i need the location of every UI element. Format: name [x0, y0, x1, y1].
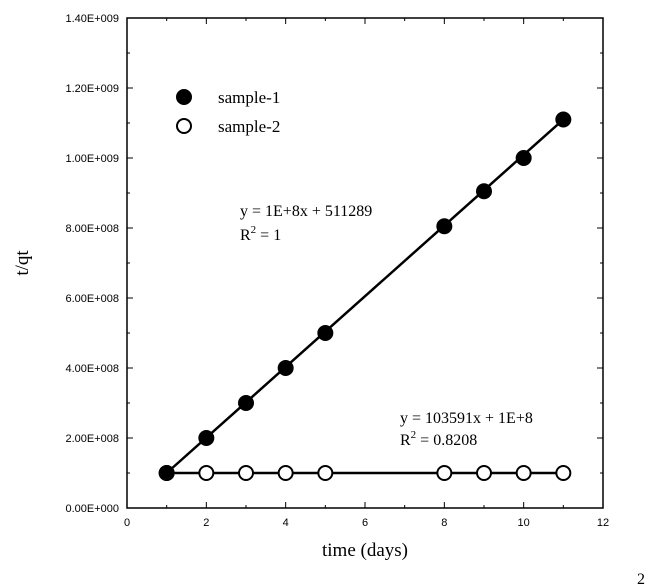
r-squared-sample-2: R2 = 0.8208 — [400, 429, 477, 449]
point-sample-1-7 — [515, 150, 532, 166]
equation-sample-1: y = 1E+8x + 511289 R2 = 1 — [240, 203, 372, 244]
y-tick-label-6: 1.20E+009 — [65, 83, 119, 95]
y-tick-label-1: 2.00E+008 — [65, 433, 119, 445]
point-sample-1-2 — [238, 395, 254, 411]
r-squared-sample-1-value: = 1 — [256, 227, 281, 244]
point-sample-1-3 — [277, 360, 294, 376]
y-axis-title: t/qt — [12, 250, 33, 276]
r-squared-sample-2-sup: 2 — [411, 429, 417, 441]
x-tick-label-1: 2 — [203, 517, 209, 529]
point-sample-2-8 — [555, 465, 572, 481]
r-squared-sample-1: R2 = 1 — [240, 224, 281, 244]
point-sample-1-5 — [436, 218, 453, 235]
r-squared-sample-2-value: = 0.8208 — [416, 432, 477, 449]
y-tick-label-7: 1.40E+009 — [65, 13, 119, 25]
point-sample-2-3 — [277, 465, 294, 481]
equation-text-sample-1: y = 1E+8x + 511289 — [240, 203, 372, 220]
x-tick-label-3: 6 — [362, 517, 368, 529]
legend-label-sample-1: sample-1 — [218, 88, 280, 107]
x-tick-label-5: 10 — [518, 517, 530, 529]
x-tick-label-2: 4 — [283, 517, 289, 529]
fit-line-sample-1 — [165, 118, 565, 474]
corner-label: 2 — [637, 571, 645, 586]
legend-label-sample-2: sample-2 — [218, 117, 280, 136]
point-sample-2-6 — [476, 465, 492, 481]
r-squared-sample-1-sup: 2 — [251, 224, 257, 236]
point-sample-1-6 — [476, 183, 492, 200]
y-tick-label-3: 6.00E+008 — [65, 293, 119, 305]
x-tick-label-4: 8 — [441, 517, 447, 529]
point-sample-1-1 — [198, 430, 215, 446]
y-tick-label-0: 0.00E+000 — [65, 503, 119, 515]
y-tick-label-2: 4.00E+008 — [65, 363, 119, 375]
point-sample-2-1 — [198, 465, 215, 481]
point-sample-2-5 — [436, 465, 453, 481]
y-tick-label-5: 1.00E+009 — [65, 153, 119, 165]
point-sample-1-8 — [555, 111, 572, 128]
legend: sample-1 sample-2 — [176, 88, 280, 136]
x-tick-label-0: 0 — [124, 517, 130, 529]
equation-sample-2: y = 103591x + 1E+8 R2 = 0.8208 — [400, 410, 533, 449]
fit-lines — [165, 118, 565, 475]
y-tick-label-4: 8.00E+008 — [65, 223, 119, 235]
x-axis-title: time (days) — [322, 540, 408, 561]
legend-marker-sample-1 — [176, 89, 192, 105]
axis-ticks: 0 2 4 6 8 10 12 0.00E+000 2.00E+008 4.00E+008 6.00… — [65, 13, 609, 529]
x-tick-label-6: 12 — [597, 517, 609, 529]
point-sample-1-4 — [317, 325, 334, 341]
r-squared-sample-1-prefix: R — [240, 227, 251, 244]
r-squared-sample-2-prefix: R — [400, 432, 411, 449]
plot-frame — [126, 17, 604, 509]
data-points — [158, 111, 572, 481]
point-sample-2-4 — [317, 465, 334, 481]
point-sample-1-0 — [158, 465, 175, 481]
point-sample-2-7 — [515, 465, 532, 481]
equation-text-sample-2: y = 103591x + 1E+8 — [400, 410, 533, 427]
point-sample-2-2 — [238, 465, 254, 481]
legend-marker-sample-2 — [176, 118, 192, 134]
